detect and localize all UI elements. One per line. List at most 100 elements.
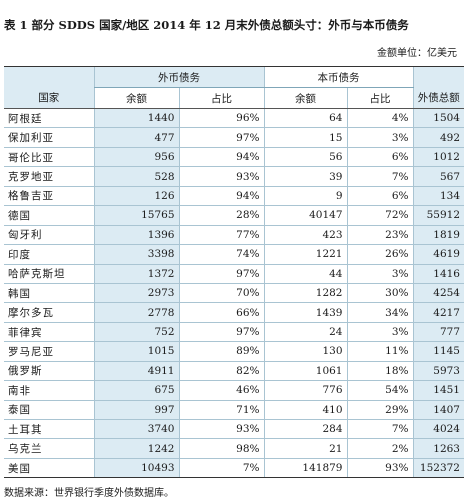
country-cell: 乌克兰 [4, 438, 94, 459]
country-cell: 哥伦比亚 [4, 147, 94, 168]
header-foreign-share: 占比 [178, 87, 264, 109]
table-row: 罗马尼亚 1015 89% 130 11% 1145 [4, 341, 464, 362]
header-foreign-debt: 外币债务 [93, 67, 264, 88]
foreign-amount-cell: 1242 [93, 438, 179, 459]
local-share-cell: 4% [346, 108, 413, 129]
total-debt-cell: 567 [412, 166, 464, 187]
local-share-cell: 6% [346, 147, 413, 168]
foreign-amount-cell: 126 [93, 186, 179, 207]
local-amount-cell: 39 [263, 166, 347, 187]
foreign-amount-cell: 15765 [93, 205, 179, 226]
total-debt-cell: 1145 [412, 341, 464, 362]
foreign-share-cell: 70% [178, 283, 264, 304]
local-amount-cell: 44 [263, 264, 347, 284]
foreign-share-cell: 98% [178, 438, 264, 459]
table-row: 格鲁吉亚 126 94% 9 6% 134 [4, 186, 464, 207]
foreign-amount-cell: 2973 [93, 283, 179, 304]
table-row: 印度 3398 74% 1221 26% 4619 [4, 244, 464, 265]
country-cell: 土耳其 [4, 419, 94, 440]
foreign-amount-cell: 752 [93, 322, 179, 343]
local-share-cell: 2% [346, 438, 413, 459]
local-amount-cell: 1439 [263, 302, 347, 323]
local-share-cell: 3% [346, 127, 413, 148]
table-row: 泰国 997 71% 410 29% 1407 [4, 400, 464, 421]
total-debt-cell: 4254 [412, 283, 464, 304]
foreign-share-cell: 89% [178, 341, 264, 362]
country-cell: 克罗地亚 [4, 166, 94, 187]
local-share-cell: 34% [346, 302, 413, 323]
table-row: 哥伦比亚 956 94% 56 6% 1012 [4, 147, 464, 168]
local-amount-cell: 9 [263, 186, 347, 207]
country-cell: 美国 [4, 458, 94, 479]
total-debt-cell: 152372 [412, 458, 464, 479]
table-title: 表 1 部分 SDDS 国家/地区 2014 年 12 月末外债总额头寸：外币与… [4, 18, 409, 32]
total-debt-cell: 1263 [412, 438, 464, 459]
total-debt-cell: 4217 [412, 302, 464, 323]
total-debt-cell: 492 [412, 127, 464, 148]
local-amount-cell: 284 [263, 419, 347, 440]
total-debt-cell: 1504 [412, 108, 464, 129]
country-cell: 罗马尼亚 [4, 341, 94, 362]
table-row: 美国 10493 7% 141879 93% 152372 [4, 458, 464, 479]
country-cell: 匈牙利 [4, 225, 94, 246]
local-share-cell: 72% [346, 205, 413, 226]
table-row: 土耳其 3740 93% 284 7% 4024 [4, 419, 464, 440]
total-debt-cell: 1407 [412, 400, 464, 421]
table-row: 阿根廷 1440 96% 64 4% 1504 [4, 108, 464, 129]
header-local-amount: 余额 [263, 87, 347, 109]
local-amount-cell: 423 [263, 225, 347, 246]
total-debt-cell: 1451 [412, 380, 464, 401]
foreign-amount-cell: 528 [93, 166, 179, 187]
table-top-rule [4, 66, 464, 67]
country-cell: 哈萨克斯坦 [4, 264, 94, 284]
country-cell: 格鲁吉亚 [4, 186, 94, 207]
table-row: 南非 675 46% 776 54% 1451 [4, 380, 464, 401]
foreign-amount-cell: 1440 [93, 108, 179, 129]
local-share-cell: 3% [346, 322, 413, 343]
country-cell: 保加利亚 [4, 127, 94, 148]
foreign-share-cell: 77% [178, 225, 264, 246]
local-amount-cell: 56 [263, 147, 347, 168]
foreign-share-cell: 94% [178, 186, 264, 207]
header-local-share: 占比 [346, 87, 413, 109]
local-amount-cell: 24 [263, 322, 347, 343]
total-debt-cell: 134 [412, 186, 464, 207]
foreign-amount-cell: 956 [93, 147, 179, 168]
table-row: 韩国 2973 70% 1282 30% 4254 [4, 283, 464, 304]
foreign-amount-cell: 3740 [93, 419, 179, 440]
local-share-cell: 54% [346, 380, 413, 401]
local-amount-cell: 21 [263, 438, 347, 459]
header-foreign-amount: 余额 [93, 87, 179, 109]
local-amount-cell: 15 [263, 127, 347, 148]
foreign-amount-cell: 1396 [93, 225, 179, 246]
local-amount-cell: 410 [263, 400, 347, 421]
foreign-amount-cell: 477 [93, 127, 179, 148]
foreign-amount-cell: 997 [93, 400, 179, 421]
total-debt-cell: 4024 [412, 419, 464, 440]
foreign-share-cell: 46% [178, 380, 264, 401]
table-row: 哈萨克斯坦 1372 97% 44 3% 1416 [4, 264, 464, 284]
foreign-share-cell: 97% [178, 322, 264, 343]
local-share-cell: 3% [346, 264, 413, 284]
total-debt-cell: 1819 [412, 225, 464, 246]
foreign-share-cell: 97% [178, 127, 264, 148]
foreign-share-cell: 7% [178, 458, 264, 479]
local-share-cell: 6% [346, 186, 413, 207]
local-share-cell: 26% [346, 244, 413, 265]
total-debt-cell: 1416 [412, 264, 464, 284]
local-amount-cell: 141879 [263, 458, 347, 479]
unit-label: 金额单位：亿美元 [377, 48, 457, 59]
foreign-share-cell: 82% [178, 361, 264, 382]
header-total-debt: 外债总额 [412, 67, 464, 109]
table-row: 摩尔多瓦 2778 66% 1439 34% 4217 [4, 302, 464, 323]
foreign-share-cell: 28% [178, 205, 264, 226]
total-debt-cell: 55912 [412, 205, 464, 226]
table-row: 匈牙利 1396 77% 423 23% 1819 [4, 225, 464, 246]
header-country: 国家 [4, 67, 94, 109]
foreign-share-cell: 96% [178, 108, 264, 129]
foreign-share-cell: 93% [178, 166, 264, 187]
table-row: 俄罗斯 4911 82% 1061 18% 5973 [4, 361, 464, 382]
local-share-cell: 30% [346, 283, 413, 304]
country-cell: 泰国 [4, 400, 94, 421]
local-amount-cell: 64 [263, 108, 347, 129]
